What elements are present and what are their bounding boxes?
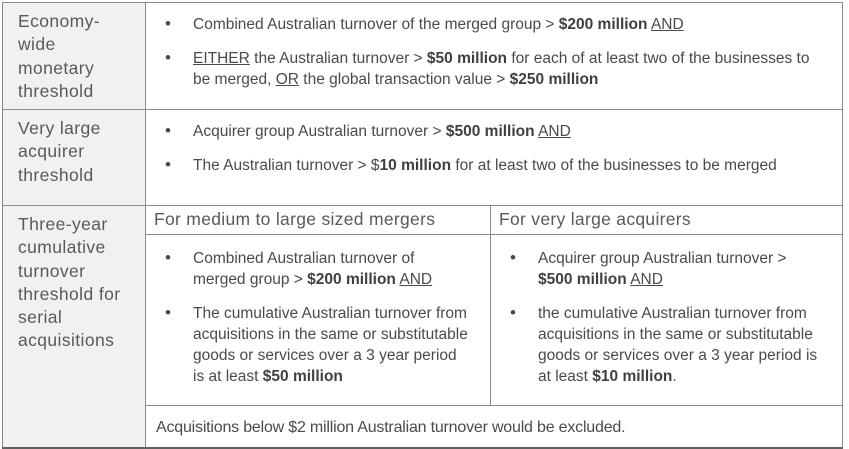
cell-medium-large-mergers-criteria: Combined Australian turnover of merged g… (145, 234, 491, 406)
row-header-economy-wide-threshold: Economy-wide monetary threshold (2, 1, 146, 111)
subcolumn-header-very-large-acquirers: For very large acquirers (490, 205, 843, 236)
bullet-text-segment: $250 million (509, 71, 599, 89)
bullet-text-segment: $50 million (426, 50, 508, 68)
table-row: Three-year cumulative turnover threshold… (2, 205, 843, 449)
bullet-text-segment: 10 million (379, 157, 452, 175)
row-header-very-large-acquirer-threshold: Very large acquirer threshold (2, 109, 146, 207)
bullet-text-segment: Combined Australian turnover of merged g… (193, 250, 415, 289)
bullet-item: Combined Australian turnover of merged g… (146, 246, 470, 290)
bullet-item: The Australian turnover > $10 million fo… (146, 153, 812, 176)
bullet-text-segment: for each of at least two of the business… (193, 50, 810, 89)
bullet-text-segment: The cumulative Australian turnover from … (193, 305, 468, 386)
bullet-text-segment: $500 million (445, 123, 535, 141)
bullet-text-segment: the cumulative Australian turnover from … (538, 305, 818, 386)
bullet-text-segment: $500 million (538, 271, 627, 289)
bullet-text-segment: OR (275, 71, 299, 89)
bullet-text-segment: AND (630, 271, 663, 289)
bullet-item: Combined Australian turnover of the merg… (146, 12, 812, 35)
very-large-bullet-list: Acquirer group Australian turnover > $50… (146, 110, 842, 193)
bullet-text-segment: for at least two of the businesses to be… (451, 157, 777, 175)
very-large-acquirers-bullet-list: Acquirer group Australian turnover > $50… (491, 235, 842, 404)
bullet-text-segment: AND (650, 16, 684, 33)
table-row: Combined Australian turnover of merged g… (3, 234, 843, 406)
row-header-three-year-cumulative-threshold: Three-year cumulative turnover threshold… (2, 205, 146, 449)
cell-economy-wide-criteria: Combined Australian turnover of the merg… (145, 1, 843, 111)
bullet-text-segment: $10 million (592, 368, 673, 386)
medium-large-bullet-list: Combined Australian turnover of merged g… (146, 235, 490, 404)
document-page: Economy-wide monetary threshold Combined… (0, 0, 849, 429)
cell-very-large-acquirers-criteria: Acquirer group Australian turnover > $50… (490, 234, 843, 406)
bullet-text-segment: . (672, 368, 677, 386)
bullet-text-segment: the Australian turnover > (249, 50, 427, 68)
bullet-item: Acquirer group Australian turnover > $50… (146, 119, 812, 142)
bullet-text-segment: AND (538, 123, 571, 141)
bullet-item: Acquirer group Australian turnover > $50… (491, 246, 822, 290)
bullet-text-segment: EITHER (193, 50, 250, 68)
table-row: Very large acquirer threshold Acquirer g… (2, 109, 843, 207)
bullet-item: the cumulative Australian turnover from … (491, 301, 822, 387)
bullet-text-segment: $50 million (262, 368, 343, 386)
bullet-item: EITHER the Australian turnover > $50 mil… (146, 46, 812, 90)
exclusion-note: Acquisitions below $2 million Australian… (145, 404, 843, 449)
cell-very-large-acquirer-criteria: Acquirer group Australian turnover > $50… (145, 109, 843, 207)
bullet-text-segment: $200 million (307, 271, 396, 289)
economy-bullet-list: Combined Australian turnover of the merg… (146, 3, 842, 107)
bullet-text-segment: Acquirer group Australian turnover > (193, 123, 446, 141)
bullet-text-segment: $200 million (558, 16, 648, 33)
bullet-text-segment: Acquirer group Australian turnover > (538, 250, 787, 268)
bullet-text-segment: The Australian turnover > $ (193, 157, 380, 175)
bullet-text-segment: Combined Australian turnover of the merg… (193, 16, 559, 33)
subcolumn-header-medium-large-mergers: For medium to large sized mergers (145, 205, 491, 236)
bullet-item: The cumulative Australian turnover from … (146, 301, 470, 387)
table-row: Economy-wide monetary threshold Combined… (2, 1, 843, 111)
bullet-text-segment: the global transaction value > (298, 71, 510, 89)
bullet-text-segment: AND (399, 271, 433, 289)
